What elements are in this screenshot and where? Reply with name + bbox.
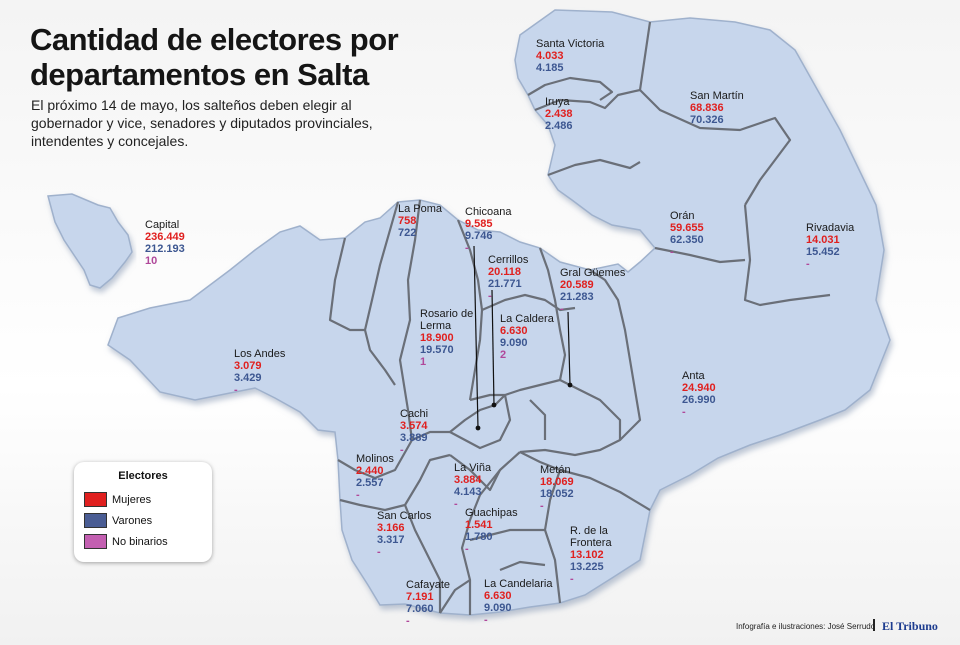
dept-santa-victoria: Santa Victoria 4.033 4.185 — [536, 38, 605, 74]
dept-san-martin: San Martín 68.836 70.326 — [690, 90, 744, 126]
dept-cerrillos: Cerrillos 20.118 21.771- — [488, 254, 529, 302]
legend-label: Varones — [112, 514, 153, 527]
dept-guachipas: Guachipas 1.541 1.780- — [465, 507, 518, 555]
dept-la-candelaria: La Candelaria 6.630 9.090- — [484, 578, 553, 626]
legend-title: Electores — [118, 470, 168, 482]
brand-divider — [873, 619, 875, 631]
dept-san-carlos: San Carlos 3.166 3.317- — [377, 510, 432, 558]
dept-gral-guemes: Gral Güemes 20.589 21.283- — [560, 267, 626, 315]
dept-anta: Anta 24.940 26.990- — [682, 370, 716, 418]
page-title: Cantidad de electores por departamentos … — [30, 22, 399, 92]
dept-chicoana: Chicoana 9.585 9.746- — [465, 206, 512, 254]
legend-swatch-no-binarios — [84, 534, 107, 549]
department-borders — [328, 21, 831, 615]
leader-lines — [473, 245, 571, 429]
legend-item-no-binarios: No binarios — [84, 531, 202, 552]
dept-rosario-de-lerma: Rosario de Lerma 18.900 19.570 1 — [420, 308, 474, 368]
dept-metan: Metán 18.069 18.052- — [540, 464, 574, 512]
legend-swatch-mujeres — [84, 492, 107, 507]
dept-cachi: Cachi 3.574 3.889- — [400, 408, 429, 456]
dept-los-andes: Los Andes 3.079 3.429- — [234, 348, 286, 396]
brand-logo: El Tribuno — [882, 619, 938, 633]
dept-oran: Orán 59.655 62.350- — [670, 210, 704, 258]
dept-rivadavia: Rivadavia 14.031 15.452- — [806, 222, 855, 270]
capital-shape — [47, 193, 133, 289]
province-outline — [107, 9, 891, 616]
leader-dots — [475, 382, 573, 431]
legend-item-varones: Varones — [84, 510, 202, 531]
dept-la-caldera: La Caldera 6.630 9.090 2 — [500, 313, 554, 361]
legend-item-mujeres: Mujeres — [84, 489, 202, 510]
page-subtitle: El próximo 14 de mayo, los salteños debe… — [31, 97, 373, 149]
legend-label: Mujeres — [112, 493, 152, 506]
legend-swatch-varones — [84, 513, 107, 528]
dept-r-de-la-frontera: R. de la Frontera 13.102 13.225- — [570, 525, 612, 585]
dept-cafayate: Cafayate 7.191 7.060- — [406, 579, 451, 627]
dept-la-poma: La Poma 758 722 — [398, 203, 443, 239]
credit-text: Infografía e ilustraciones: José Serrudo — [736, 622, 876, 631]
dept-molinos: Molinos 2.440 2.557- — [356, 453, 394, 501]
dept-capital: Capital 236.449 212.193 10 — [145, 219, 185, 267]
dept-la-vina: La Viña 3.884 4.143- — [454, 462, 492, 510]
dept-iruya: Iruya 2.438 2.486 — [545, 96, 573, 132]
legend-label: No binarios — [112, 535, 168, 548]
legend: Electores Mujeres Varones No binarios — [74, 462, 212, 562]
